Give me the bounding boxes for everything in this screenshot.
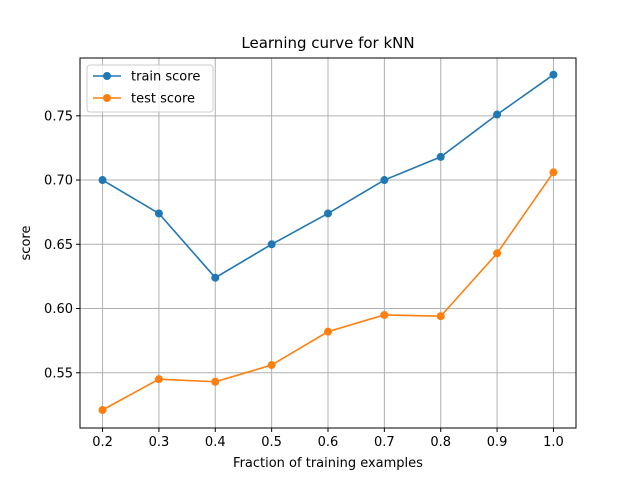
test-score-point — [549, 168, 558, 177]
train-score-point — [324, 209, 332, 218]
series-train-score — [98, 70, 558, 282]
test-score-point — [211, 377, 220, 386]
series-test-score — [98, 168, 558, 415]
y-tick-label: 0.60 — [44, 302, 73, 317]
y-tick-label: 0.70 — [44, 174, 73, 189]
legend-item-train-score: train score — [93, 70, 200, 85]
test-score-point — [493, 249, 502, 258]
y-tick-label: 0.55 — [44, 366, 73, 381]
x-axis-title: Fraction of training examples — [233, 456, 423, 471]
x-tick-label: 0.6 — [318, 435, 339, 450]
train-score-point — [267, 240, 276, 249]
y-tick-label: 0.65 — [44, 238, 73, 253]
y-axis-title: score — [19, 226, 34, 261]
train-score-point — [154, 209, 163, 218]
train-score-point — [549, 70, 558, 79]
x-tick-label: 0.8 — [430, 435, 451, 450]
x-tick-label: 0.4 — [205, 435, 226, 450]
x-tick-label: 0.2 — [92, 435, 113, 450]
train-score-point — [380, 176, 389, 185]
grid-layer — [80, 58, 576, 428]
train-score-point — [436, 152, 445, 161]
test-score-point — [380, 310, 389, 319]
legend-label: test score — [131, 92, 195, 107]
series-layer — [98, 70, 558, 415]
test-score-point — [98, 406, 107, 415]
test-score-point — [154, 375, 163, 384]
train-score-point — [211, 273, 220, 282]
legend-marker-swatch — [103, 72, 111, 80]
x-tick-label: 0.3 — [149, 435, 170, 450]
train-score-point — [493, 110, 502, 119]
legend-label: train score — [131, 70, 200, 85]
x-tick-label: 0.5 — [261, 435, 282, 450]
test-score-point — [267, 361, 276, 370]
ticks-layer: 0.2 0.3 0.4 0.5 0.6 0.7 0.8 0.9 1.0 0.55 0.60 0.65 0… — [44, 109, 564, 450]
train-score-point — [98, 176, 107, 185]
x-tick-label: 0.9 — [487, 435, 508, 450]
y-tick-label: 0.75 — [44, 109, 73, 124]
legend: train score test score — [86, 64, 214, 113]
legend-item-test-score: test score — [93, 92, 195, 107]
legend-marker-swatch — [103, 94, 111, 102]
chart-title: Learning curve for kNN — [241, 34, 414, 52]
x-tick-label: 0.7 — [374, 435, 395, 450]
legend-items: train score test score — [93, 70, 200, 107]
test-score-point — [324, 327, 332, 336]
test-score-point — [436, 312, 445, 321]
x-tick-label: 1.0 — [543, 435, 564, 450]
